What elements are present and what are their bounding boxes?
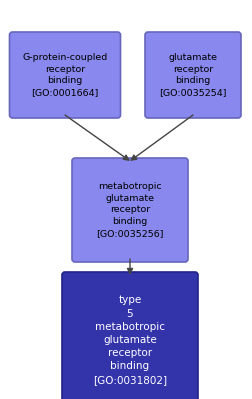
Text: type
5
metabotropic
glutamate
receptor
binding
[GO:0031802]: type 5 metabotropic glutamate receptor b…: [92, 295, 166, 385]
FancyBboxPatch shape: [72, 158, 187, 262]
Text: metabotropic
glutamate
receptor
binding
[GO:0035256]: metabotropic glutamate receptor binding …: [96, 182, 163, 238]
FancyBboxPatch shape: [62, 272, 197, 399]
FancyBboxPatch shape: [144, 32, 240, 118]
Text: glutamate
receptor
binding
[GO:0035254]: glutamate receptor binding [GO:0035254]: [159, 53, 226, 97]
Text: G-protein-coupled
receptor
binding
[GO:0001664]: G-protein-coupled receptor binding [GO:0…: [22, 53, 107, 97]
FancyBboxPatch shape: [10, 32, 120, 118]
